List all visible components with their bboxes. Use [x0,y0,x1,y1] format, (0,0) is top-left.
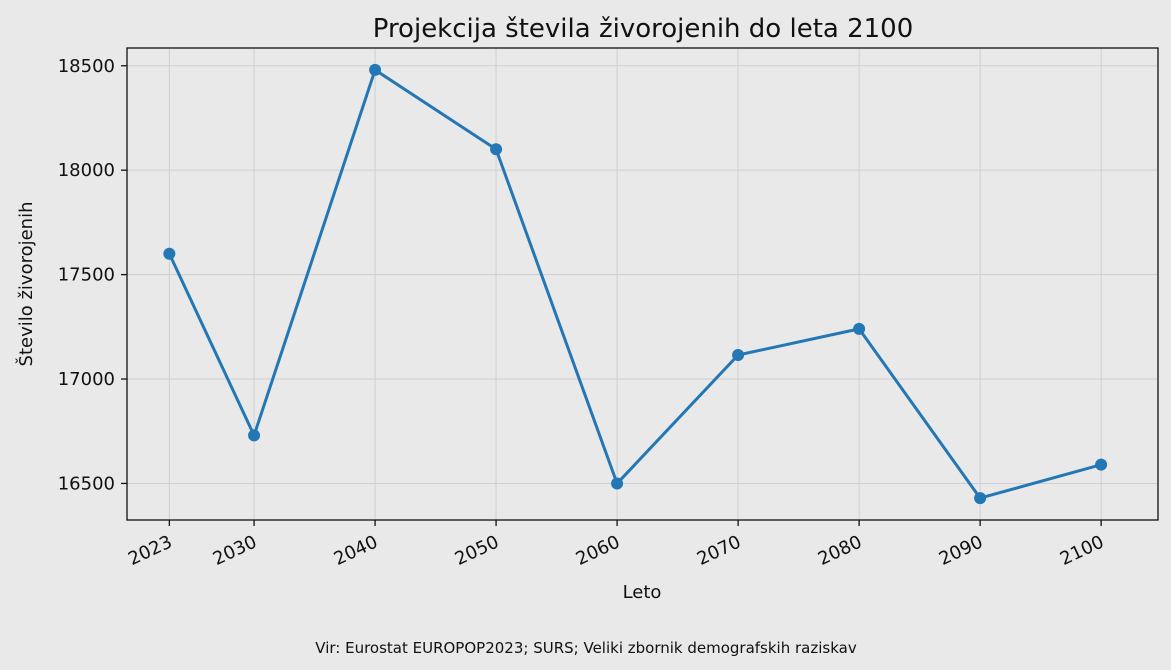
y-tick-label: 17500 [58,265,115,286]
data-point [369,63,382,76]
grid-layer [127,48,1158,520]
series-line [167,68,1102,500]
data-point [853,322,866,335]
x-tick-label: 2100 [1057,531,1107,569]
series-layer [163,63,1108,505]
y-tick-label: 18500 [58,56,115,77]
x-tick-label: 2040 [331,531,381,569]
data-point [974,492,987,505]
data-point [732,349,745,362]
data-point [248,429,261,442]
chart-title: Projekcija števila živorojenih do leta 2… [373,14,914,44]
x-tick-label: 2023 [125,531,175,569]
x-tick-label: 2080 [815,531,865,569]
data-point [490,143,503,156]
source-note: Vir: Eurostat EUROPOP2023; SURS; Veliki … [315,639,857,657]
y-axis-label: Število živorojenih [15,202,37,367]
data-point [1095,458,1108,471]
ticks-layer: 16500 17000 17500 18000 18500 2023 2030 2040 205… [58,56,1108,570]
y-tick-label: 18000 [58,160,115,181]
x-axis-label: Leto [623,582,662,603]
x-tick-label: 2050 [452,531,502,569]
data-point [611,477,624,490]
x-tick-label: 2060 [573,531,623,569]
y-tick-label: 17000 [58,369,115,390]
plot-frame [126,47,1159,521]
data-point [163,247,176,260]
y-tick-label: 16500 [58,473,115,494]
x-tick-label: 2090 [936,531,986,569]
x-tick-label: 2030 [210,531,260,569]
x-tick-label: 2070 [694,531,744,569]
